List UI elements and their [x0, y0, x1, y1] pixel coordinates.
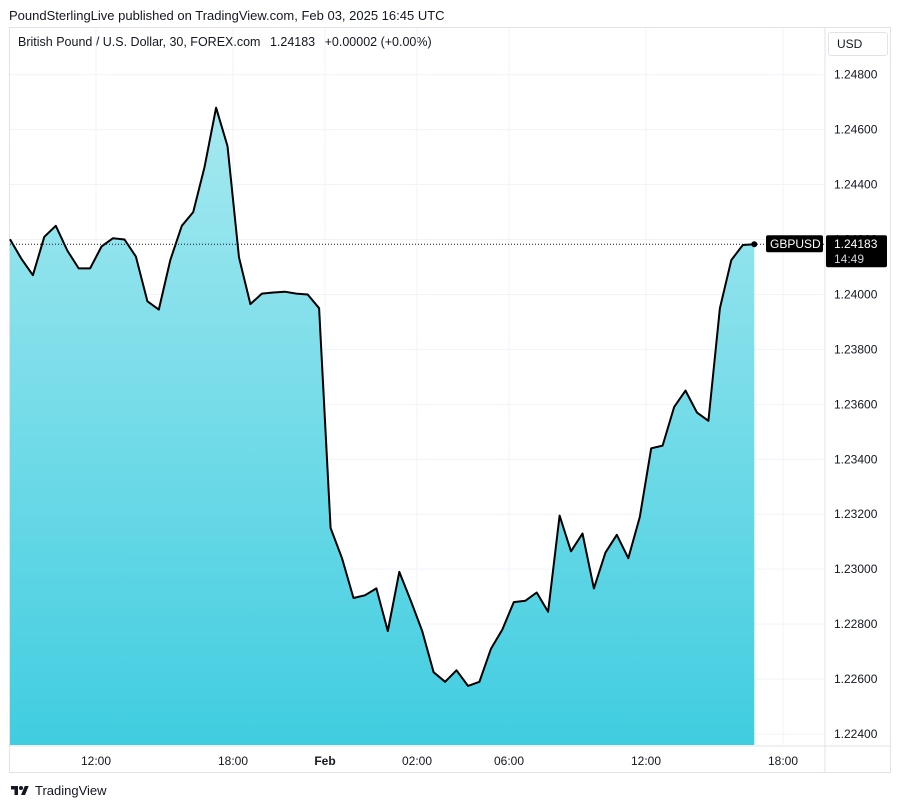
price-axis: 1.248001.246001.244001.242001.240001.238…: [834, 68, 878, 741]
tradingview-logo-icon: [11, 785, 29, 795]
time-axis: 12:00 18:00 Feb 02:00 06:00 12:00 18:00: [81, 754, 798, 768]
symbol-tag-label: GBPUSD: [770, 237, 821, 251]
x-tick-label: 18:00: [218, 754, 248, 768]
x-tick-label: 12:00: [81, 754, 111, 768]
footer-brand: TradingView: [35, 783, 107, 798]
y-tick-label: 1.24000: [834, 287, 878, 301]
series-area: [10, 107, 755, 745]
currency-button[interactable]: USD: [828, 32, 888, 56]
x-tick-label: Feb: [314, 754, 335, 768]
y-tick-label: 1.23600: [834, 397, 878, 411]
y-tick-label: 1.24800: [834, 68, 878, 82]
y-tick-label: 1.24400: [834, 178, 878, 192]
y-tick-label: 1.22600: [834, 672, 878, 686]
y-tick-label: 1.22400: [834, 727, 878, 741]
x-tick-label: 02:00: [402, 754, 432, 768]
publisher-line: PoundSterlingLive published on TradingVi…: [9, 8, 445, 23]
legend-change: +0.00002 (+0.00%): [324, 35, 432, 49]
price-tag-bg: [826, 235, 887, 268]
chart-legend: British Pound / U.S. Dollar, 30, FOREX.c…: [18, 35, 438, 49]
chart-frame: [9, 27, 891, 773]
series-layer: [9, 106, 755, 745]
series-line: [9, 106, 755, 687]
y-tick-label: 1.24600: [834, 123, 878, 137]
y-tick-label: 1.23800: [834, 342, 878, 356]
y-tick-label: 1.23400: [834, 452, 878, 466]
legend-symbol: British Pound / U.S. Dollar, 30, FOREX.c…: [18, 35, 261, 49]
price-tag-value: 1.24183: [834, 237, 878, 251]
x-tick-label: 06:00: [494, 754, 524, 768]
x-tick-label: 18:00: [768, 754, 798, 768]
y-tick-label: 1.22800: [834, 617, 878, 631]
legend-price: 1.24183: [269, 35, 316, 49]
symbol-tag-bg: [766, 235, 823, 253]
footer[interactable]: TradingView: [10, 783, 107, 798]
x-tick-label: 12:00: [631, 754, 661, 768]
price-tag-countdown: 14:49: [834, 252, 864, 266]
y-tick-label: 1.23000: [834, 562, 878, 576]
last-point-marker: [751, 241, 758, 248]
y-tick-label: 1.23200: [834, 507, 878, 521]
